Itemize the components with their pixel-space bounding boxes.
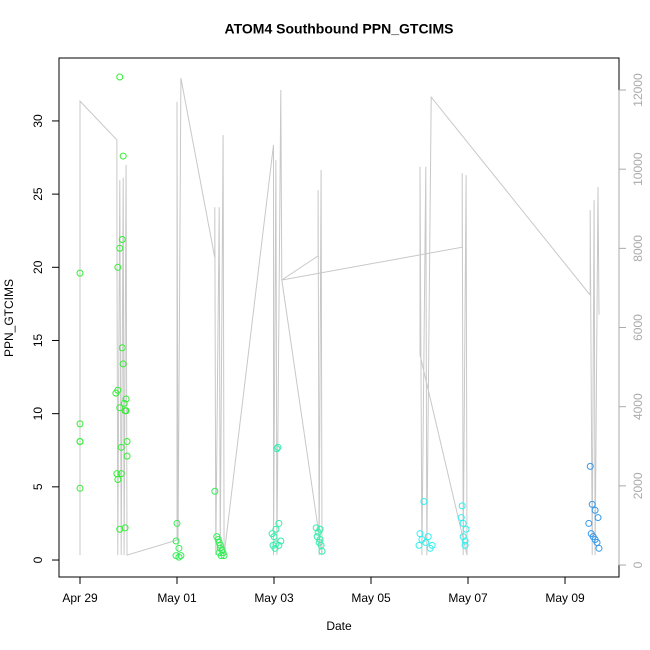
y2-tick-label: 12000: [631, 73, 645, 107]
data-point: [272, 525, 280, 533]
y-tick-label: 25: [31, 187, 45, 201]
x-tick-label: May 05: [351, 591, 391, 605]
data-point: [122, 395, 130, 403]
altitude-line: [79, 78, 600, 556]
data-point: [116, 404, 124, 412]
data-point: [76, 484, 84, 492]
data-point: [122, 407, 130, 415]
data-point: [173, 519, 181, 527]
plot-frame: [58, 57, 620, 578]
x-tick-label: May 09: [545, 591, 585, 605]
y-axis-label: PPN_GTCIMS: [2, 279, 16, 357]
y-tick-label: 5: [31, 483, 45, 490]
y-tick-label: 15: [31, 333, 45, 347]
data-point: [461, 537, 469, 545]
data-point: [123, 437, 131, 445]
data-point: [116, 73, 124, 81]
y-tick-label: 30: [31, 114, 45, 128]
data-point: [114, 263, 122, 271]
data-point: [116, 525, 124, 533]
y-tick-label: 0: [31, 556, 45, 563]
y-tick-label: 10: [31, 407, 45, 421]
data-point: [216, 541, 224, 549]
y2-tick-label: 6000: [631, 314, 645, 341]
data-point: [462, 525, 470, 533]
data-point: [76, 420, 84, 428]
x-tick-label: May 07: [448, 591, 488, 605]
data-point: [461, 541, 469, 549]
data-point: [117, 470, 125, 478]
data-point: [177, 552, 185, 560]
data-point: [588, 500, 596, 508]
y2-tick-label: 10000: [631, 152, 645, 186]
data-point: [270, 533, 278, 541]
data-point: [415, 541, 423, 549]
chart-title: ATOM4 Southbound PPN_GTCIMS: [225, 21, 454, 37]
x-tick-label: Apr 29: [62, 591, 98, 605]
x-axis-label: Date: [326, 619, 352, 633]
data-point: [459, 533, 467, 541]
y-tick-label: 20: [31, 260, 45, 274]
data-point: [123, 452, 131, 460]
y2-tick-label: 4000: [631, 393, 645, 420]
data-point: [175, 553, 183, 561]
data-point: [116, 244, 124, 252]
data-point: [118, 235, 126, 243]
data-point: [594, 514, 602, 522]
data-point: [420, 497, 428, 505]
data-point: [76, 437, 84, 445]
data-point: [119, 360, 127, 368]
data-point: [595, 544, 603, 552]
data-point: [172, 537, 180, 545]
data-point: [424, 533, 432, 541]
data-point: [428, 541, 436, 549]
data-point: [175, 544, 183, 552]
data-point: [211, 487, 219, 495]
data-point: [118, 344, 126, 352]
data-point: [119, 152, 127, 160]
data-point: [314, 528, 322, 536]
data-point: [459, 519, 467, 527]
data-point: [586, 462, 594, 470]
data-point: [271, 544, 279, 552]
data-point: [318, 547, 326, 555]
data-point: [76, 269, 84, 277]
data-point: [217, 552, 225, 560]
data-point: [117, 443, 125, 451]
data-point: [458, 502, 466, 510]
x-tick-label: May 03: [254, 591, 294, 605]
y2-tick-label: 8000: [631, 235, 645, 262]
data-point: [422, 538, 430, 546]
data-point: [585, 519, 593, 527]
data-point: [120, 399, 128, 407]
y2-tick-label: 2000: [631, 472, 645, 499]
data-point: [112, 389, 120, 397]
data-point: [114, 476, 122, 484]
data-point: [591, 506, 599, 514]
x-tick-label: May 01: [157, 591, 197, 605]
y2-tick-label: 0: [631, 561, 645, 568]
data-point: [275, 519, 283, 527]
data-point: [312, 524, 320, 532]
data-point: [273, 445, 281, 453]
data-point: [274, 443, 282, 451]
